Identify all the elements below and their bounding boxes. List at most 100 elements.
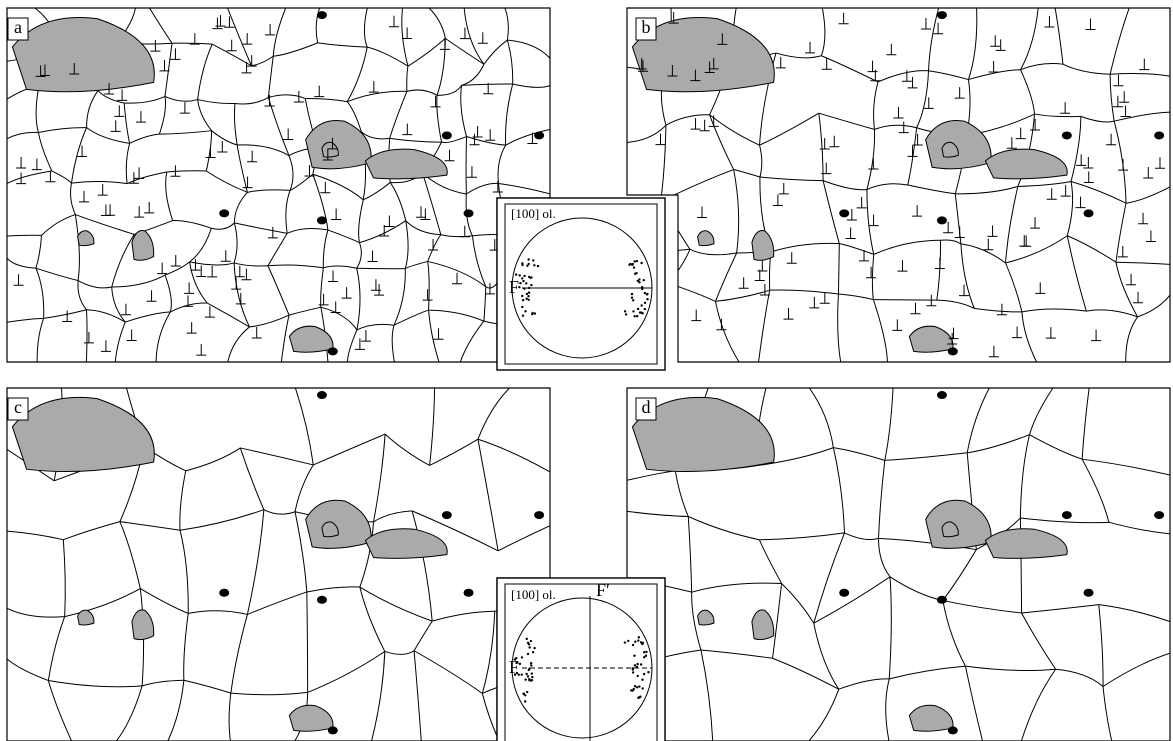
dislocation-symbol [205,306,215,317]
grain-boundary [675,471,688,517]
grain-boundary [890,577,943,601]
pole-point [519,663,521,665]
grain-boundary [228,327,250,362]
grain-boundary [295,465,313,512]
pole-point [521,306,523,308]
grey-grain [909,326,953,352]
grain-boundary [478,388,510,439]
grain-boundary [87,128,130,144]
grain-boundary [86,310,87,362]
grain-boundary [237,145,289,156]
pole-figure-2: [100] ol. F F′ [497,578,665,741]
dislocation-symbol [294,91,304,102]
grain-boundary [1086,310,1137,317]
pole-point [531,679,533,681]
pole-point [646,298,648,300]
dislocation-symbol [478,32,488,43]
dislocation-symbol [1007,137,1017,148]
grain-boundary [943,601,1022,613]
grain-boundary [125,312,170,322]
pole-point [528,668,530,670]
dislocation-symbol [757,260,767,271]
pole-point [644,302,646,304]
grain-boundary [385,434,429,465]
grain-boundary [1055,8,1063,64]
dislocation-symbol [136,111,146,122]
dislocation-symbol [1016,128,1026,139]
grain-boundary [323,230,328,268]
black-phase [839,209,849,217]
black-phase [1084,589,1094,597]
dislocation-symbol [369,81,379,92]
grain-boundary [1020,518,1109,523]
grain-boundary [940,240,960,244]
grain-boundary [307,587,360,592]
grain-boundary [929,8,939,71]
grain-boundary [63,540,65,617]
axis-label: F [509,657,519,677]
grain-boundary [234,192,247,223]
dislocation-symbol [355,338,365,349]
grain-boundary [7,608,65,617]
grain-boundary [318,43,368,47]
grain-boundary [180,471,186,530]
dislocation-symbol [361,330,371,341]
grain-boundary [710,115,760,145]
grain-boundary [734,170,739,253]
pole-point [527,295,529,297]
grain-boundary [394,269,405,326]
grain-boundary [357,268,360,330]
panel-b-map [627,8,1170,362]
pole-point [527,653,529,655]
grain-boundary [661,125,666,201]
grain-boundary [268,95,305,99]
grain-boundary [760,145,762,177]
grain-boundary [390,138,442,142]
pole-point [532,651,534,653]
dislocation-symbol [989,346,999,357]
panel-label: c [14,397,22,417]
grain-boundary [98,91,124,103]
grain-boundary [1138,295,1170,317]
grain-boundary [165,275,171,312]
grain-boundary [773,658,839,689]
grey-grain [909,705,953,731]
dislocation-symbol [1044,16,1054,27]
dislocation-symbol [1021,235,1031,246]
pole-point [519,282,521,284]
grain-boundary [207,303,249,327]
dislocation-symbol [1106,134,1116,145]
pole-figure-1: [100] ol. F [497,198,665,370]
pole-point [632,299,634,301]
grain-boundary [445,38,484,64]
dislocation-symbol [869,215,879,226]
dislocation-symbol [236,293,246,304]
grain-boundary [87,91,98,128]
dislocation-symbol [897,260,907,271]
grain-boundary [770,290,839,294]
grain-boundary [190,262,234,265]
pole-point [521,656,523,658]
grain-boundary [1081,116,1114,122]
grain-boundary [823,181,867,190]
grain-boundary [690,249,737,255]
grain-boundary [390,182,406,220]
grain-boundary [234,263,249,327]
grain-boundary [268,265,323,268]
grain-boundary [467,137,506,146]
black-phase [534,511,544,519]
grain-boundary [669,249,690,283]
pole-point [526,691,528,693]
grain-boundary [198,44,213,99]
grain-boundary [289,156,293,191]
black-phase [464,209,474,217]
dislocation-symbol [913,134,923,145]
pole-point [531,676,533,678]
dislocation-symbol [268,227,278,238]
grain-boundary [498,145,506,183]
grain-boundary [1103,686,1112,741]
black-phase [948,347,958,355]
dislocation-symbol [983,239,993,250]
grain-boundary [1126,187,1170,203]
grain-boundary [124,103,129,143]
